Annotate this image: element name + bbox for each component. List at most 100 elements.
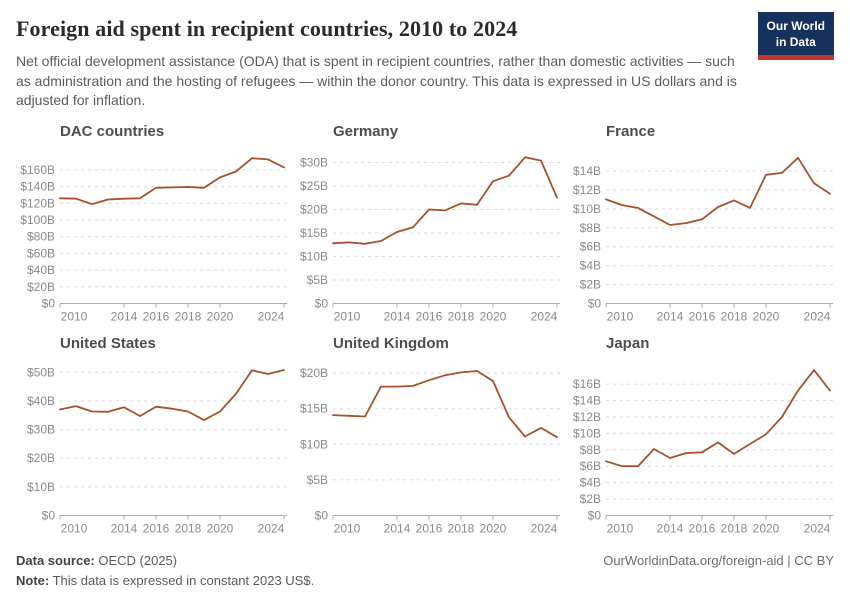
line-chart-japan[interactable]: $2B $4B $6B $8B $10B $12B $14B $16B $0 2010 2014 20… bbox=[562, 355, 834, 537]
note-label: Note: bbox=[16, 572, 50, 588]
line-chart-svg: $2B $4B $6B $8B $10B $12B $14B $16B $0 2010 2014 20… bbox=[573, 368, 833, 535]
panel-title: Japan bbox=[606, 334, 650, 352]
x-tick-label: 2014 bbox=[657, 521, 684, 535]
y-zero-label: $0 bbox=[588, 508, 602, 522]
y-tick-label: $2B bbox=[580, 492, 601, 506]
line-chart-svg: $5B $10B $15B $20B $25B $30B $0 2010 2014 2016 201… bbox=[300, 155, 560, 323]
data-line bbox=[332, 156, 558, 245]
owid-link[interactable]: OurWorldinData.org/foreign-aid | CC BY bbox=[603, 552, 834, 568]
x-tick-label: 2020 bbox=[207, 309, 234, 323]
x-tick-label: 2016 bbox=[143, 309, 170, 323]
logo-line-1: Our World bbox=[766, 19, 825, 33]
y-tick-label: $10B bbox=[300, 249, 328, 263]
y-tick-label: $10B bbox=[300, 437, 328, 451]
footer: Data source: OECD (2025) Note: This data… bbox=[16, 551, 834, 591]
y-tick-label: $10B bbox=[27, 480, 55, 494]
page-title: Foreign aid spent in recipient countries… bbox=[16, 16, 518, 41]
x-tick-label: 2010 bbox=[334, 521, 361, 535]
y-tick-label: $5B bbox=[307, 473, 328, 487]
y-tick-label: $6B bbox=[580, 459, 601, 473]
y-tick-label: $30B bbox=[27, 422, 55, 436]
data-source-label: Data source: bbox=[16, 552, 95, 568]
y-tick-label: $15B bbox=[300, 401, 328, 415]
x-tick-label: 2018 bbox=[175, 521, 202, 535]
owid-logo: Our World in Data bbox=[757, 12, 834, 61]
x-tick-label: 2018 bbox=[175, 309, 202, 323]
panel-title: DAC countries bbox=[60, 122, 165, 140]
x-tick-label: 2014 bbox=[384, 309, 411, 323]
x-tick-label: 2010 bbox=[607, 309, 634, 323]
y-tick-label: $12B bbox=[573, 410, 601, 424]
y-tick-label: $8B bbox=[580, 221, 601, 235]
y-tick-label: $4B bbox=[580, 475, 601, 489]
x-tick-label: 2020 bbox=[480, 309, 507, 323]
y-zero-label: $0 bbox=[588, 296, 602, 310]
header-text: Foreign aid spent in recipient countries… bbox=[16, 10, 758, 111]
y-tick-label: $50B bbox=[27, 365, 55, 379]
x-tick-label: 2018 bbox=[721, 521, 748, 535]
y-tick-label: $60B bbox=[27, 246, 55, 260]
x-tick-label: 2020 bbox=[207, 521, 234, 535]
line-chart-dac[interactable]: $20B $40B $60B $80B $100B $120B $140B $160B $0 20… bbox=[16, 143, 288, 325]
y-tick-label: $160B bbox=[20, 163, 55, 177]
x-tick-label: 2016 bbox=[689, 521, 716, 535]
y-tick-label: $14B bbox=[573, 164, 601, 178]
panel-title: France bbox=[606, 122, 656, 140]
x-tick-label: 2024 bbox=[531, 521, 558, 535]
x-tick-label: 2010 bbox=[61, 309, 88, 323]
y-zero-label: $0 bbox=[315, 508, 329, 522]
line-chart-germany[interactable]: $5B $10B $15B $20B $25B $30B $0 2010 2014 2016 201… bbox=[289, 143, 561, 325]
x-tick-label: 2024 bbox=[258, 309, 285, 323]
x-tick-label: 2016 bbox=[416, 521, 443, 535]
x-tick-label: 2020 bbox=[753, 309, 780, 323]
note-line: Note: This data is expressed in constant… bbox=[16, 571, 314, 591]
line-chart-svg: $2B $4B $6B $8B $10B $12B $14B $0 2010 2014 2016 20… bbox=[573, 156, 833, 323]
y-tick-label: $14B bbox=[573, 393, 601, 407]
y-tick-label: $40B bbox=[27, 394, 55, 408]
y-tick-label: $16B bbox=[573, 377, 601, 391]
y-tick-label: $20B bbox=[27, 280, 55, 294]
note-value: This data is expressed in constant 2023 … bbox=[49, 572, 315, 588]
x-tick-label: 2016 bbox=[416, 309, 443, 323]
line-chart-united-states[interactable]: $10B $20B $30B $40B $50B $0 2010 2014 2016 2018 20… bbox=[16, 355, 288, 537]
data-line bbox=[332, 369, 558, 438]
y-tick-label: $30B bbox=[300, 155, 328, 169]
x-tick-label: 2024 bbox=[531, 309, 558, 323]
chart-panel-france: France $2B $4B $6B $8B $10B $12B $14B $0 2010 201… bbox=[562, 123, 834, 325]
y-zero-label: $0 bbox=[315, 296, 329, 310]
x-tick-label: 2010 bbox=[61, 521, 88, 535]
x-tick-label: 2016 bbox=[689, 309, 716, 323]
x-tick-label: 2018 bbox=[448, 309, 475, 323]
y-tick-label: $120B bbox=[20, 196, 55, 210]
y-tick-label: $140B bbox=[20, 179, 55, 193]
x-tick-label: 2014 bbox=[111, 309, 138, 323]
y-tick-label: $15B bbox=[300, 226, 328, 240]
line-chart-svg: $20B $40B $60B $80B $100B $120B $140B $160B $0 20… bbox=[20, 157, 287, 323]
x-tick-label: 2024 bbox=[804, 309, 831, 323]
footer-notes: Data source: OECD (2025) Note: This data… bbox=[16, 551, 314, 591]
data-line bbox=[605, 156, 831, 226]
x-tick-label: 2014 bbox=[111, 521, 138, 535]
chart-panel-dac: DAC countries $20B $40B $60B $80B $100B $120B… bbox=[16, 123, 288, 325]
x-tick-label: 2010 bbox=[607, 521, 634, 535]
chart-panel-united-states: United States $10B $20B $30B $40B $50B $0 2010… bbox=[16, 335, 288, 537]
x-tick-label: 2014 bbox=[657, 309, 684, 323]
y-tick-label: $100B bbox=[20, 213, 55, 227]
x-tick-label: 2024 bbox=[258, 521, 285, 535]
x-tick-label: 2020 bbox=[480, 521, 507, 535]
line-chart-united-kingdom[interactable]: $5B $10B $15B $20B $0 2010 2014 2016 2018 2020 202… bbox=[289, 355, 561, 537]
line-chart-france[interactable]: $2B $4B $6B $8B $10B $12B $14B $0 2010 2014 2016 20… bbox=[562, 143, 834, 325]
y-zero-label: $0 bbox=[42, 296, 56, 310]
panel-title: United States bbox=[60, 334, 156, 352]
data-source-value: OECD (2025) bbox=[94, 552, 178, 568]
y-tick-label: $5B bbox=[307, 273, 328, 287]
logo-line-2: in Data bbox=[775, 34, 816, 49]
line-chart-svg: $10B $20B $30B $40B $50B $0 2010 2014 2016 2018 20… bbox=[27, 365, 287, 535]
chart-subtitle: Net official development assistance (ODA… bbox=[16, 53, 737, 109]
y-tick-label: $20B bbox=[300, 202, 328, 216]
x-tick-label: 2024 bbox=[804, 521, 831, 535]
y-tick-label: $6B bbox=[580, 239, 601, 253]
x-tick-label: 2020 bbox=[753, 521, 780, 535]
y-tick-label: $10B bbox=[573, 202, 601, 216]
y-tick-label: $8B bbox=[580, 443, 601, 457]
